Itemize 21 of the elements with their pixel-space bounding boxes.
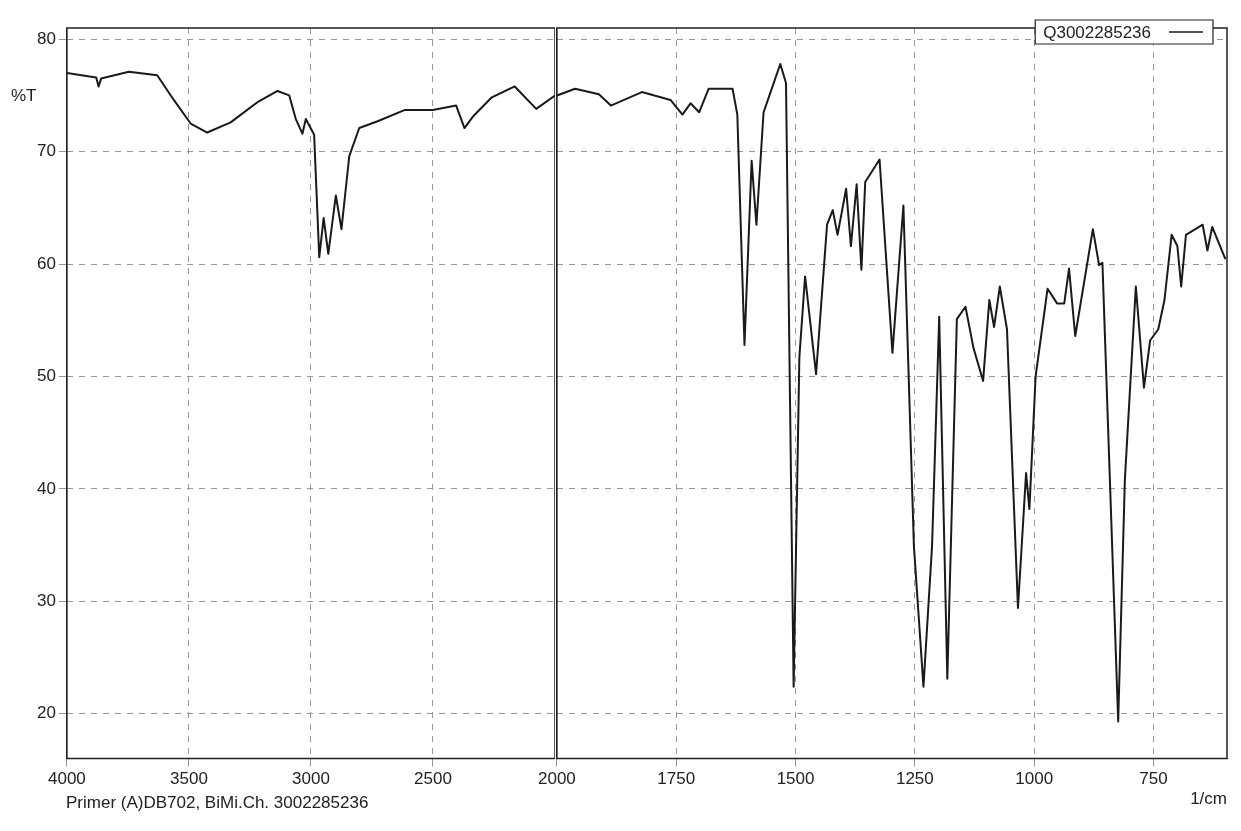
x-tick-label: 1250 xyxy=(895,769,934,789)
x-axis-title: 1/cm xyxy=(1190,788,1227,808)
x-tick-label: 2500 xyxy=(414,769,452,789)
x-tick-label: 3500 xyxy=(170,769,208,789)
y-tick-label: 80 xyxy=(36,28,56,48)
x-tick-label: 1500 xyxy=(776,769,815,789)
x-tick-label: 1750 xyxy=(657,769,696,789)
legend-label: Q3002285236 xyxy=(1043,22,1152,42)
x-tick-label: 4000 xyxy=(48,769,86,789)
x-tick-label: 2000 xyxy=(538,769,576,789)
y-tick-label: 20 xyxy=(36,703,56,723)
text: Primer (A)DB702, BiMi.Ch. 3002285236 xyxy=(66,793,369,813)
y-tick-label: 30 xyxy=(36,590,56,610)
y-tick-label: 70 xyxy=(36,141,56,161)
y-axis-title: %T xyxy=(10,86,37,106)
x-tick-label: 3000 xyxy=(292,769,330,789)
y-tick-label: 50 xyxy=(36,366,56,386)
x-tick-label: 1000 xyxy=(1015,769,1054,789)
y-tick-label: 40 xyxy=(36,478,56,498)
x-tick-label: 750 xyxy=(1139,769,1168,789)
y-tick-label: 60 xyxy=(36,253,56,273)
